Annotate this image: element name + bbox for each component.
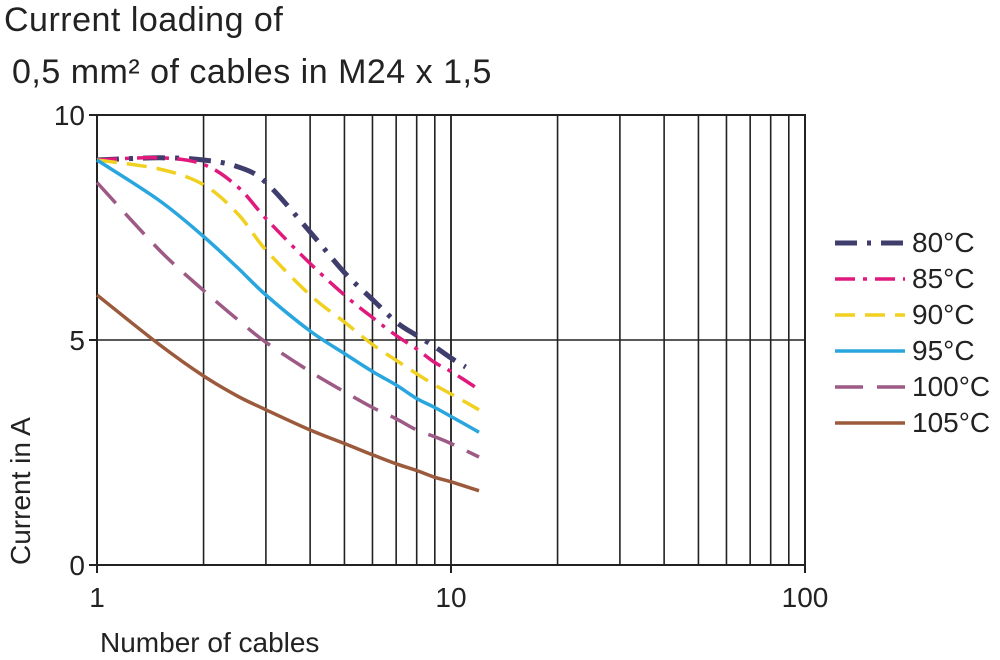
axes xyxy=(89,114,806,573)
legend: 80°C 85°C 90°C 95°C 100°C 105°C xyxy=(835,227,990,438)
chart-title-line-1: Current loading of xyxy=(4,1,284,39)
series-line-80c xyxy=(96,155,467,370)
legend-label: 80°C xyxy=(912,227,975,258)
series-line-95c xyxy=(96,158,480,434)
legend-label: 100°C xyxy=(912,371,990,402)
chart-title-line-2: 0,5 mm² of cables in M24 x 1,5 xyxy=(12,53,492,91)
y-tick-label: 10 xyxy=(54,100,85,131)
legend-label: 85°C xyxy=(912,263,975,294)
series-line-90c xyxy=(96,158,480,412)
tick-labels: 0 5 10 1 10 100 xyxy=(54,100,829,613)
x-tick-label: 100 xyxy=(782,582,829,613)
series-lines xyxy=(95,155,480,493)
series-line-100c xyxy=(95,181,480,459)
y-tick-label: 0 xyxy=(69,550,85,581)
legend-label: 95°C xyxy=(912,335,975,366)
series-line-105c xyxy=(95,293,480,493)
y-axis-title: Current in A xyxy=(5,417,36,565)
x-tick-label: 10 xyxy=(435,582,466,613)
y-tick-label: 5 xyxy=(69,325,85,356)
x-axis-title: Number of cables xyxy=(100,627,319,658)
series-line-85c xyxy=(96,155,480,391)
grid xyxy=(97,114,805,565)
x-tick-label: 1 xyxy=(89,582,105,613)
legend-label: 90°C xyxy=(912,299,975,330)
legend-label: 105°C xyxy=(912,407,990,438)
